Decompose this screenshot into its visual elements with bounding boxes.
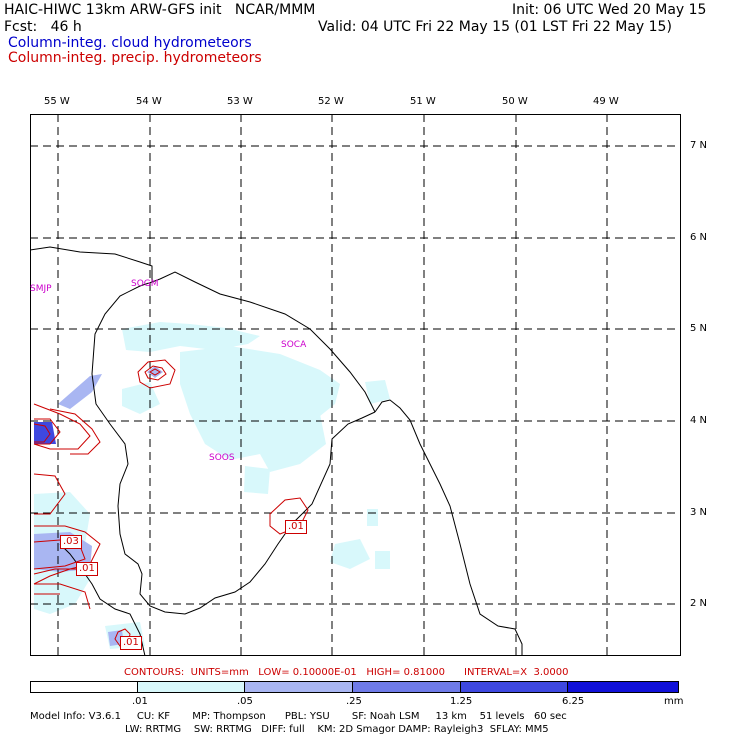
legend-swatch: [568, 682, 679, 692]
coastlines: [30, 246, 523, 656]
legend-units: mm: [664, 696, 684, 707]
contours-info: CONTOURS: UNITS=mm LOW= 0.10000E-01 HIGH…: [124, 667, 569, 678]
lon-label: 55 W: [44, 96, 70, 107]
lat-label: 7 N: [690, 140, 708, 151]
model-info-line2: LW: RRTMG SW: RRTMG DIFF: full KM: 2D Sm…: [125, 724, 549, 735]
legend-tick: 6.25: [562, 696, 585, 707]
lon-label: 50 W: [502, 96, 528, 107]
station-label: SOCA: [281, 340, 307, 350]
legend-tick: .01: [132, 696, 148, 707]
lat-label: 5 N: [690, 323, 708, 334]
lat-label: 2 N: [690, 598, 708, 609]
legend-tick: .25: [346, 696, 362, 707]
contour-label: .03: [60, 535, 82, 549]
contour-label: .01: [76, 562, 98, 576]
model-info-line1: Model Info: V3.6.1 CU: KF MP: Thompson P…: [30, 711, 567, 722]
station-label: SOOS: [209, 453, 235, 463]
legend-swatch: [460, 682, 569, 692]
lat-label: 4 N: [690, 415, 708, 426]
legend-swatch: [353, 682, 461, 692]
legend-swatch: [137, 682, 246, 692]
field-cloud-label: Column-integ. cloud hydrometeors: [8, 35, 252, 51]
map-frame: [30, 114, 681, 656]
lat-label: 3 N: [690, 507, 708, 518]
field-precip-label: Column-integ. precip. hydrometeors: [8, 50, 262, 66]
legend-swatch: [31, 682, 138, 692]
legend-swatch: [245, 682, 354, 692]
contour-label: .01: [120, 636, 142, 650]
lon-label: 51 W: [410, 96, 436, 107]
contour-label: .01: [285, 520, 307, 534]
station-label: SOGM: [131, 279, 159, 289]
legend-tick: 1.25: [450, 696, 473, 707]
lon-label: 54 W: [136, 96, 162, 107]
station-label: SMJP: [30, 284, 52, 294]
model-title: HAIC-HIWC 13km ARW-GFS init NCAR/MMM: [4, 2, 316, 18]
lon-label: 49 W: [593, 96, 619, 107]
forecast-hour: Fcst: 46 h: [4, 19, 82, 35]
color-legend: [30, 681, 679, 693]
init-time: Init: 06 UTC Wed 20 May 15: [512, 2, 707, 18]
lat-label: 6 N: [690, 232, 708, 243]
lon-label: 53 W: [227, 96, 253, 107]
cloud-shading: [34, 322, 390, 649]
forecast-map: [30, 114, 681, 656]
legend-tick: .05: [237, 696, 253, 707]
valid-time: Valid: 04 UTC Fri 22 May 15 (01 LST Fri …: [318, 19, 672, 35]
lon-label: 52 W: [318, 96, 344, 107]
